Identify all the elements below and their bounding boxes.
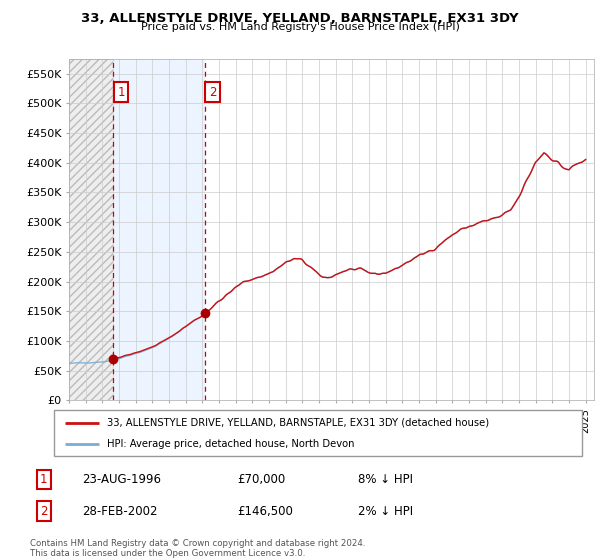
Text: 33, ALLENSTYLE DRIVE, YELLAND, BARNSTAPLE, EX31 3DY: 33, ALLENSTYLE DRIVE, YELLAND, BARNSTAPL…	[81, 12, 519, 25]
Text: 1: 1	[40, 473, 47, 486]
Text: 2% ↓ HPI: 2% ↓ HPI	[358, 505, 413, 517]
Bar	[113, 59, 205, 400]
Text: 8% ↓ HPI: 8% ↓ HPI	[358, 473, 413, 486]
Text: 2: 2	[40, 505, 47, 517]
Text: 1: 1	[118, 86, 125, 99]
Text: Price paid vs. HM Land Registry's House Price Index (HPI): Price paid vs. HM Land Registry's House …	[140, 22, 460, 32]
Text: 2: 2	[209, 86, 217, 99]
Text: £146,500: £146,500	[238, 505, 293, 517]
Text: £70,000: £70,000	[238, 473, 286, 486]
Text: 23-AUG-1996: 23-AUG-1996	[82, 473, 161, 486]
Bar	[69, 59, 113, 400]
Text: HPI: Average price, detached house, North Devon: HPI: Average price, detached house, Nort…	[107, 439, 354, 449]
Text: Contains HM Land Registry data © Crown copyright and database right 2024.
This d: Contains HM Land Registry data © Crown c…	[30, 539, 365, 558]
Text: 33, ALLENSTYLE DRIVE, YELLAND, BARNSTAPLE, EX31 3DY (detached house): 33, ALLENSTYLE DRIVE, YELLAND, BARNSTAPL…	[107, 418, 489, 428]
Text: 28-FEB-2002: 28-FEB-2002	[82, 505, 157, 517]
